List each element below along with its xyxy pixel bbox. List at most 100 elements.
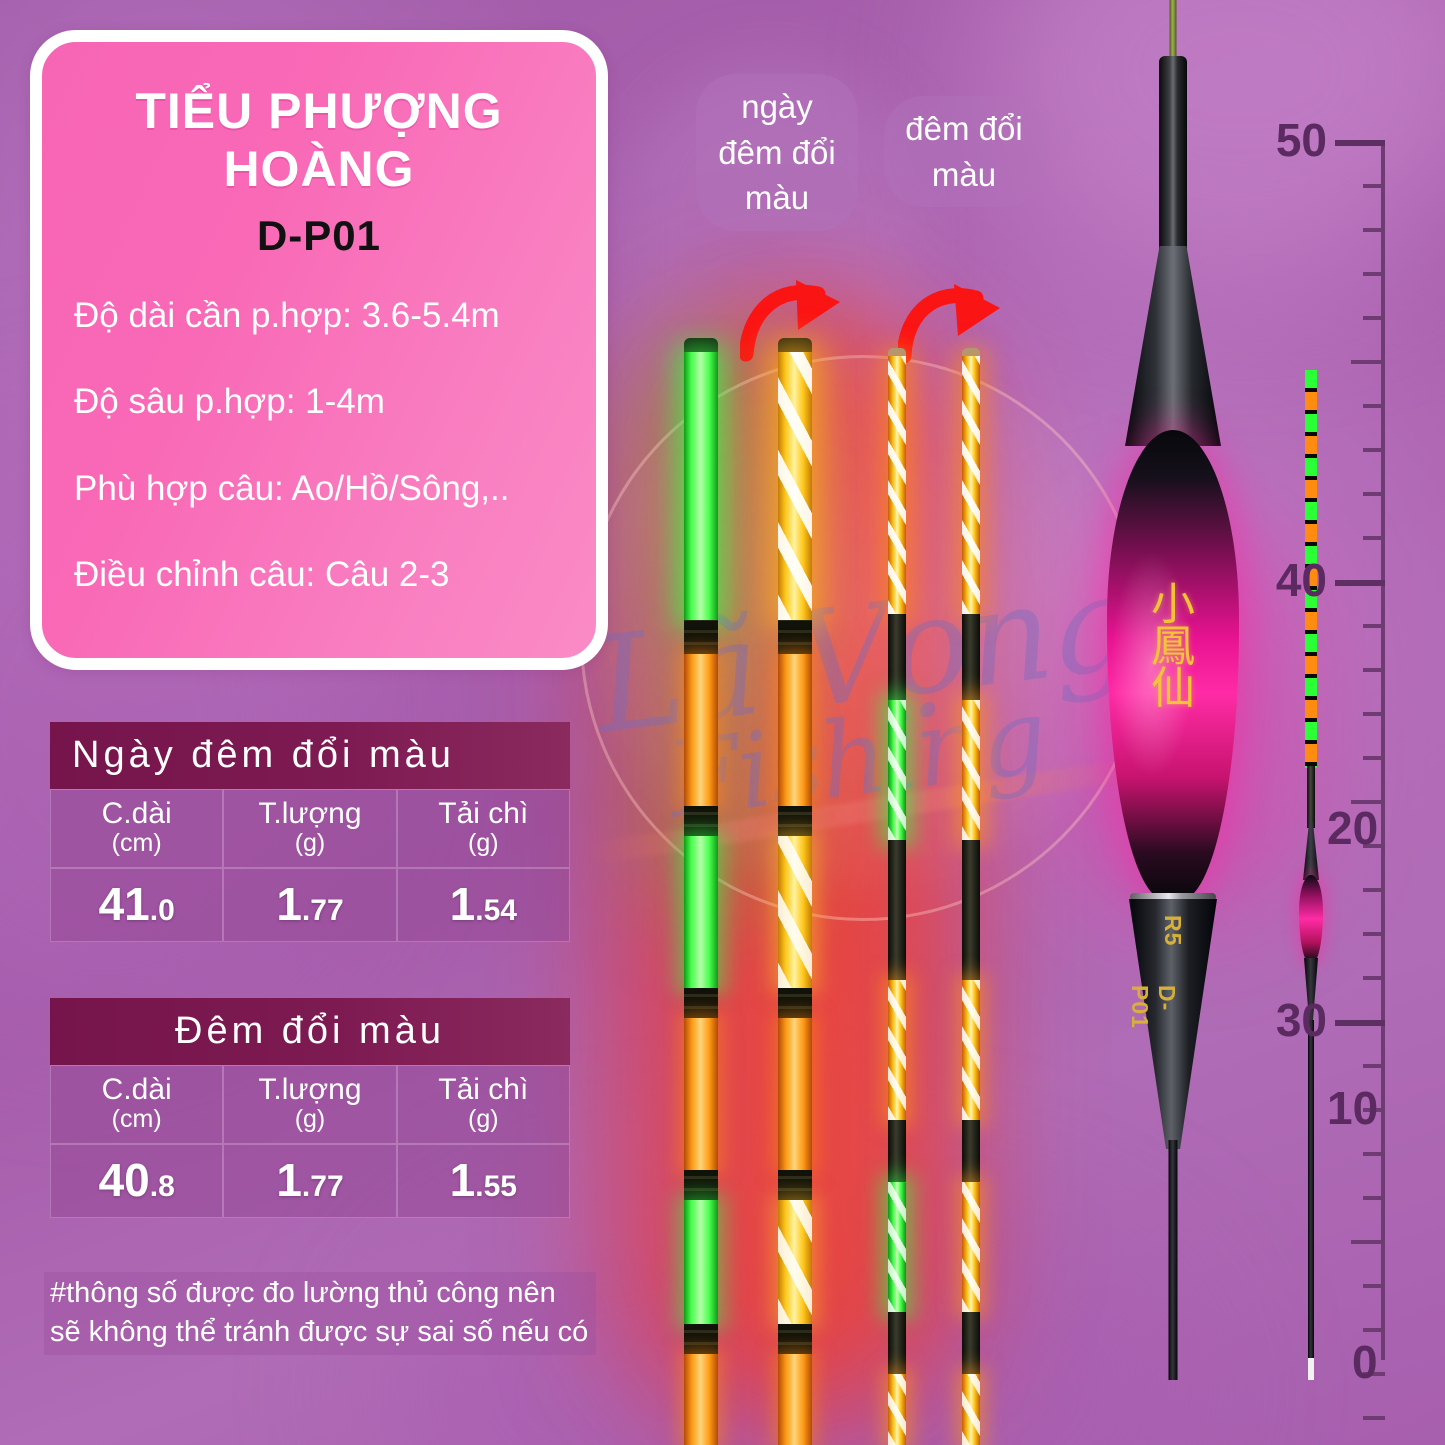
tip-cap-grey xyxy=(888,348,906,358)
rod-black-2 xyxy=(888,840,906,980)
ruler-tick-minor xyxy=(1363,536,1385,540)
ruler-tick-minor xyxy=(1363,316,1385,320)
float-body-bulb xyxy=(1107,430,1239,900)
measurement-ruler: 50 40 30 xyxy=(1276,100,1445,1420)
col-header-weight: T.lượng (g) xyxy=(223,789,397,868)
ruler-tick-major xyxy=(1335,140,1385,146)
segment-yellow-3 xyxy=(962,1182,980,1312)
antenna-night-mode xyxy=(778,338,812,1445)
ruler-tick-minor xyxy=(1363,844,1385,848)
band-black-2 xyxy=(778,806,812,836)
watermark-line1: Lã Vọng xyxy=(587,545,1141,764)
ruler-tick-minor xyxy=(1363,492,1385,496)
ref-stem-tip-white xyxy=(1308,1358,1314,1380)
ruler-tick-minor xyxy=(1363,756,1385,760)
antenna-day-mode xyxy=(684,338,718,1445)
tip-yellow-glow xyxy=(778,352,812,620)
product-info-card: TIỂU PHƯỢNG HOÀNG D-P01 Độ dài cần p.hợp… xyxy=(30,30,608,670)
ref-neck-cone xyxy=(1303,822,1319,880)
brand-cjk-text: 小鳳仙 xyxy=(1151,579,1195,714)
ruler-label-0: 0 xyxy=(1352,1336,1378,1388)
main-float-product: 小鳳仙 R5 D-P01 xyxy=(1098,0,1248,1380)
product-title: TIỂU PHƯỢNG HOÀNG xyxy=(135,83,503,197)
tip-cap-grey xyxy=(962,348,980,358)
band-black-4 xyxy=(684,1170,718,1200)
arrow-to-day-night-tip xyxy=(740,280,840,362)
col-label: T.lượng xyxy=(258,797,362,830)
antenna-thin-green xyxy=(888,348,906,1445)
col-unit: (g) xyxy=(294,828,326,857)
ruler-tick-minor xyxy=(1363,184,1385,188)
segment-orange-3 xyxy=(684,1018,718,1170)
col-header-length: C.dài (cm) xyxy=(50,1065,224,1144)
value-length: 41.0 xyxy=(50,868,224,942)
segment-yellow-2 xyxy=(888,980,906,1120)
value-whole: 1 xyxy=(449,878,476,930)
segment-green-2 xyxy=(684,836,718,988)
ruler-tick-minor xyxy=(1363,1152,1385,1156)
band-black-1 xyxy=(778,620,812,654)
segment-green-3 xyxy=(888,1182,906,1312)
col-header-lead: Tải chì (g) xyxy=(396,1065,570,1144)
value-whole: 1 xyxy=(276,878,302,930)
col-label: Tải chì xyxy=(438,797,529,830)
label-night-color-change: đêm đổi màu xyxy=(884,96,1044,208)
spec-tuning: Điều chỉnh câu: Câu 2-3 xyxy=(74,554,450,594)
spec-list: Độ dài cần p.hợp: 3.6-5.4m Độ sâu p.hợp:… xyxy=(42,296,596,595)
col-unit: (g) xyxy=(468,1104,499,1133)
value-dec: .54 xyxy=(475,894,517,927)
ruler-label-30: 30 xyxy=(1275,994,1327,1046)
rod-black-2 xyxy=(962,840,980,980)
segment-orange-3 xyxy=(778,1018,812,1170)
watermark-text: Lã Vọng Fishing xyxy=(587,545,1150,842)
value-weight: 1.77 xyxy=(223,1144,397,1218)
spec-water-type: Phù hợp câu: Ao/Hồ/Sông,.. xyxy=(74,468,510,508)
arrow-to-night-tip xyxy=(898,284,1000,364)
value-whole: 1 xyxy=(449,1154,476,1206)
ref-antenna-rod xyxy=(1307,766,1315,828)
value-whole: 41 xyxy=(98,878,150,930)
value-dec: .55 xyxy=(475,1170,517,1203)
ruler-tick-minor xyxy=(1363,1284,1385,1288)
col-unit: (cm) xyxy=(111,828,162,857)
measurement-disclaimer: #thông số được đo lường thủ công nên sẽ … xyxy=(44,1272,596,1355)
float-model-code: D-P01 xyxy=(1127,985,1180,1029)
segment-yellow-4 xyxy=(962,1374,980,1445)
ruler-tick-minor xyxy=(1363,1064,1385,1068)
tip-yellow-glow xyxy=(888,356,906,614)
table-header-night: Đêm đổi màu xyxy=(50,998,570,1065)
ruler-tick-mid xyxy=(1351,800,1385,804)
table-column-header-row: C.dài (cm) T.lượng (g) Tải chì (g) xyxy=(50,789,570,868)
ruler-tick-minor xyxy=(1363,404,1385,408)
segment-yellow-2 xyxy=(778,836,812,988)
band-black-3 xyxy=(778,988,812,1018)
col-label: Tải chì xyxy=(438,1073,529,1106)
ruler-tick-minor xyxy=(1363,1196,1385,1200)
value-weight: 1.77 xyxy=(223,868,397,942)
table-header-day-night: Ngày đêm đổi màu xyxy=(50,722,570,789)
col-header-weight: T.lượng (g) xyxy=(223,1065,397,1144)
rod-black-4 xyxy=(962,1312,980,1374)
segment-orange-5 xyxy=(778,1354,812,1445)
ruler-label-20: 20 xyxy=(1327,802,1379,854)
segment-orange-5 xyxy=(684,1354,718,1445)
ruler-spine xyxy=(1381,140,1385,1360)
band-black-2 xyxy=(684,806,718,836)
float-antenna-tube xyxy=(1159,56,1187,252)
ruler-tick-minor xyxy=(1363,448,1385,452)
segment-orange-1 xyxy=(684,654,718,806)
ruler-tick-mid xyxy=(1351,360,1385,364)
rod-black-4 xyxy=(888,1312,906,1374)
label-day-night-color-change: ngày đêm đổi màu xyxy=(696,74,858,231)
table-value-row: 41.0 1.77 1.54 xyxy=(50,868,570,942)
ref-stem xyxy=(1308,1020,1314,1362)
value-lead: 1.55 xyxy=(396,1144,570,1218)
col-unit: (g) xyxy=(468,828,499,857)
segment-yellow-4 xyxy=(888,1374,906,1445)
value-dec: .77 xyxy=(301,1170,344,1203)
ruler-tick-minor xyxy=(1363,1416,1385,1420)
ruler-label-40: 40 xyxy=(1275,554,1327,606)
band-black-5 xyxy=(684,1324,718,1354)
segment-orange-1 xyxy=(778,654,812,806)
